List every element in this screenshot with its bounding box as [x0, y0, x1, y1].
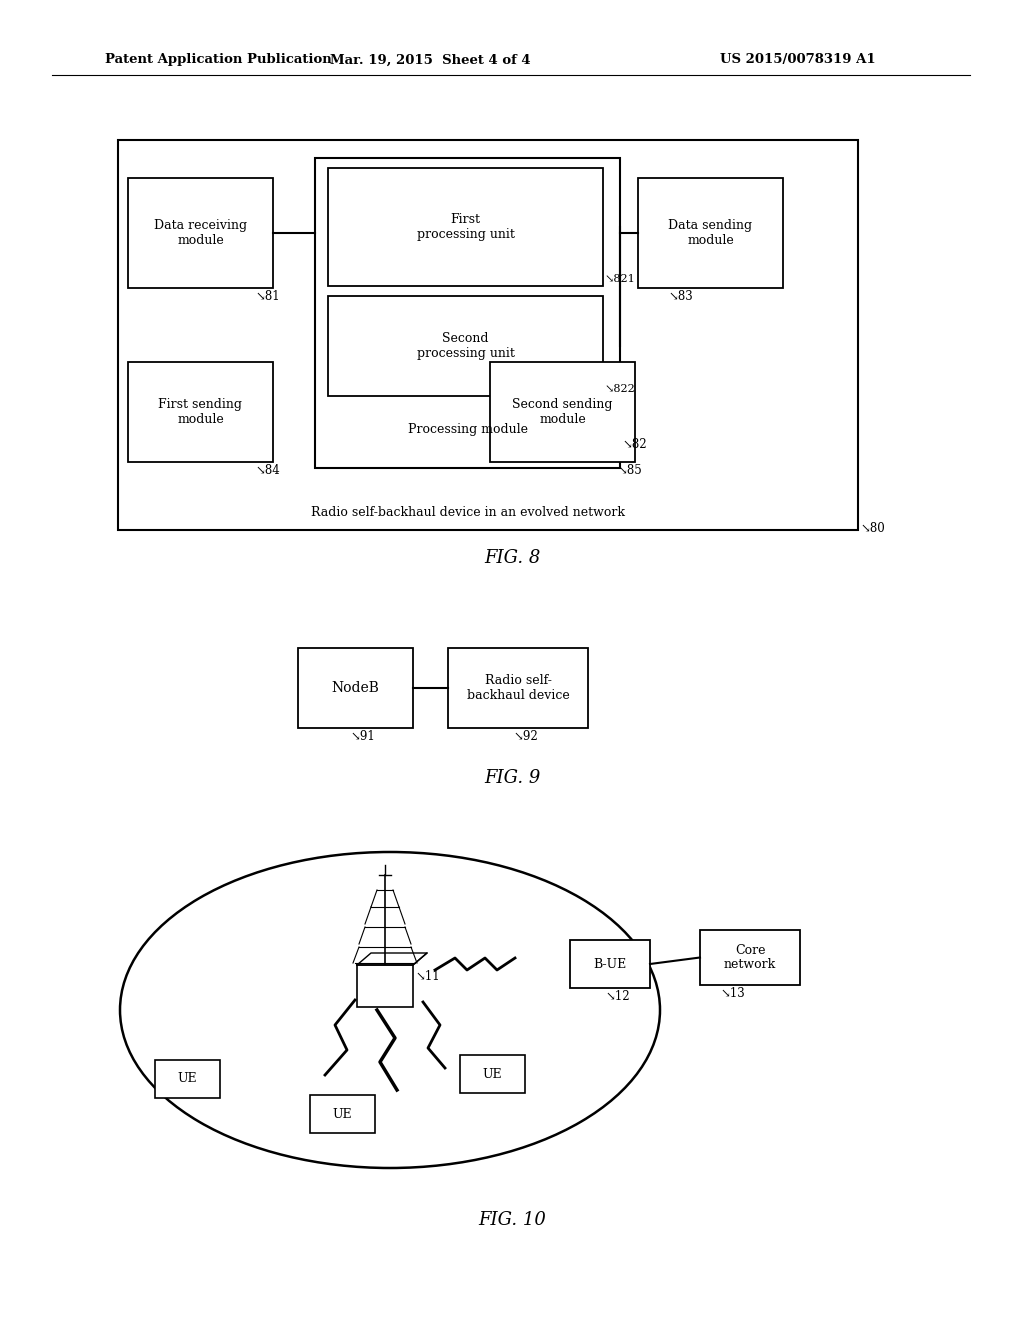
- Bar: [449, 648, 588, 729]
- Text: Data sending
module: Data sending module: [669, 219, 753, 247]
- Bar: [118, 140, 858, 531]
- Text: Data receiving
module: Data receiving module: [154, 219, 247, 247]
- Bar: [155, 1060, 220, 1098]
- Text: UE: UE: [333, 1107, 352, 1121]
- Text: UE: UE: [482, 1068, 503, 1081]
- Text: ↘80: ↘80: [860, 521, 885, 535]
- Text: ↘84: ↘84: [255, 465, 280, 477]
- Text: ↘822: ↘822: [605, 384, 636, 393]
- Text: ↘91: ↘91: [350, 730, 375, 743]
- Bar: [328, 296, 603, 396]
- Text: ↘81: ↘81: [255, 290, 280, 304]
- Text: ↘13: ↘13: [720, 987, 744, 1001]
- Ellipse shape: [120, 851, 660, 1168]
- Text: FIG. 8: FIG. 8: [483, 549, 541, 568]
- Text: Radio self-
backhaul device: Radio self- backhaul device: [467, 675, 569, 702]
- Text: ↘12: ↘12: [605, 990, 630, 1003]
- Text: Core
network: Core network: [724, 944, 776, 972]
- Text: ↘11: ↘11: [415, 970, 439, 983]
- Text: ↘83: ↘83: [668, 290, 693, 304]
- Text: ↘821: ↘821: [605, 275, 636, 284]
- Bar: [298, 648, 413, 729]
- Text: Mar. 19, 2015  Sheet 4 of 4: Mar. 19, 2015 Sheet 4 of 4: [330, 54, 530, 66]
- Text: Second
processing unit: Second processing unit: [417, 333, 514, 360]
- Bar: [315, 158, 620, 469]
- Text: First
processing unit: First processing unit: [417, 213, 514, 242]
- Text: ↘92: ↘92: [513, 730, 538, 743]
- Text: Second sending
module: Second sending module: [512, 399, 612, 426]
- Text: FIG. 9: FIG. 9: [483, 770, 541, 787]
- Text: B-UE: B-UE: [593, 957, 627, 970]
- Text: UE: UE: [178, 1072, 198, 1085]
- Text: Radio self-backhaul device in an evolved network: Radio self-backhaul device in an evolved…: [311, 506, 625, 519]
- Text: ↘85: ↘85: [617, 465, 642, 477]
- Text: ↘82: ↘82: [622, 438, 646, 451]
- Text: First sending
module: First sending module: [159, 399, 243, 426]
- Bar: [310, 1096, 375, 1133]
- Bar: [460, 1055, 525, 1093]
- Text: Patent Application Publication: Patent Application Publication: [105, 54, 332, 66]
- Bar: [128, 362, 273, 462]
- Bar: [490, 362, 635, 462]
- Bar: [128, 178, 273, 288]
- Text: FIG. 10: FIG. 10: [478, 1210, 546, 1229]
- Bar: [357, 965, 413, 1007]
- Bar: [328, 168, 603, 286]
- Bar: [570, 940, 650, 987]
- Text: NodeB: NodeB: [332, 681, 380, 696]
- Bar: [638, 178, 783, 288]
- Text: US 2015/0078319 A1: US 2015/0078319 A1: [720, 54, 876, 66]
- Bar: [700, 931, 800, 985]
- Text: Processing module: Processing module: [408, 424, 527, 437]
